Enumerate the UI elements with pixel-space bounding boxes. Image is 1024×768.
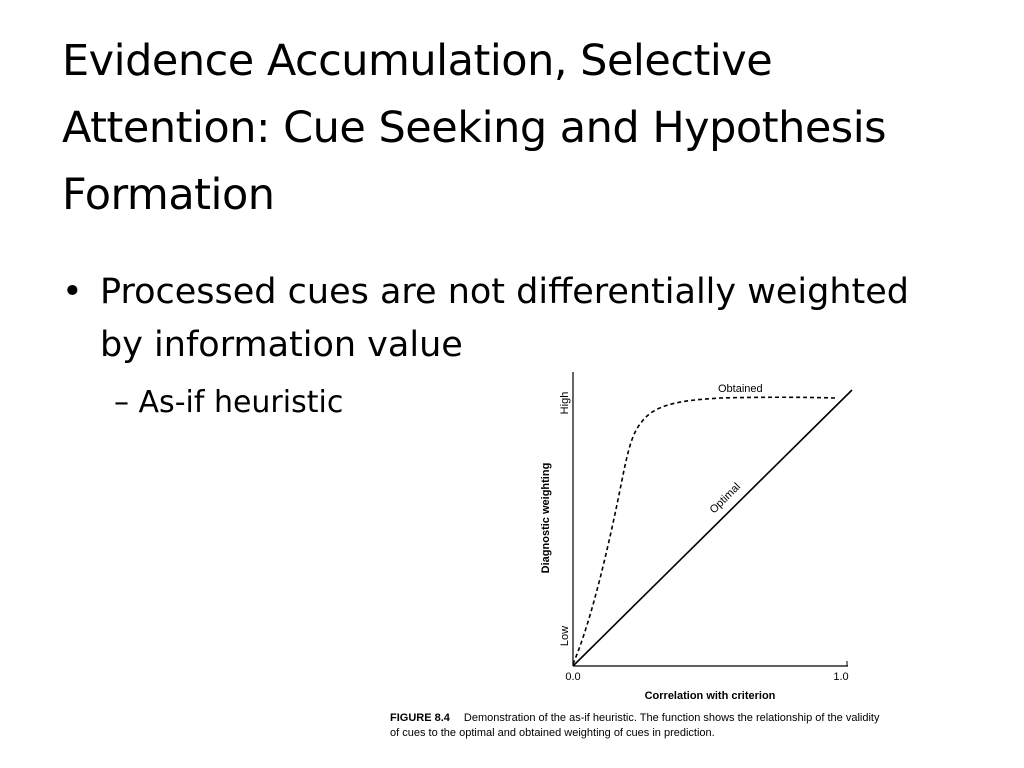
caption-text-1: Demonstration of the as-if heuristic. Th… (463, 712, 880, 724)
figure-caption: FIGURE 8.4 Demonstration of the as-if heu… (390, 711, 1010, 741)
title-line-2: Attention: Cue Seeking and Hypothesis (62, 103, 887, 153)
x-axis-label: Correlation with criterion (645, 690, 776, 702)
y-axis-label: Diagnostic weighting (540, 463, 552, 574)
x-tick-high: 1.0 (833, 671, 848, 683)
bullet-line-1: Processed cues are not differentially we… (100, 272, 909, 312)
obtained-label: Obtained (718, 383, 763, 395)
y-tick-high: High (559, 392, 571, 415)
slide-title: Evidence Accumulation, Selective Attenti… (62, 28, 982, 229)
x-tick-low: 0.0 (565, 671, 580, 683)
figure-number: FIGURE 8.4 (390, 712, 450, 724)
y-tick-low: Low (559, 626, 571, 646)
optimal-label: Optimal (708, 481, 743, 516)
title-line-3: Formation (62, 170, 275, 220)
title-line-1: Evidence Accumulation, Selective (62, 36, 773, 86)
obtained-curve (572, 396, 836, 665)
caption-line-1: FIGURE 8.4 Demonstration of the as-if heu… (390, 711, 1010, 726)
bullet-dot: • (62, 272, 83, 312)
bullet-text: Processed cues are not differentially we… (100, 266, 1000, 372)
bullet-line-2: by information value (100, 325, 463, 365)
optimal-line (572, 389, 853, 667)
sub-bullet: – As-if heuristic (114, 385, 344, 420)
caption-line-2: of cues to the optimal and obtained weig… (390, 727, 715, 739)
